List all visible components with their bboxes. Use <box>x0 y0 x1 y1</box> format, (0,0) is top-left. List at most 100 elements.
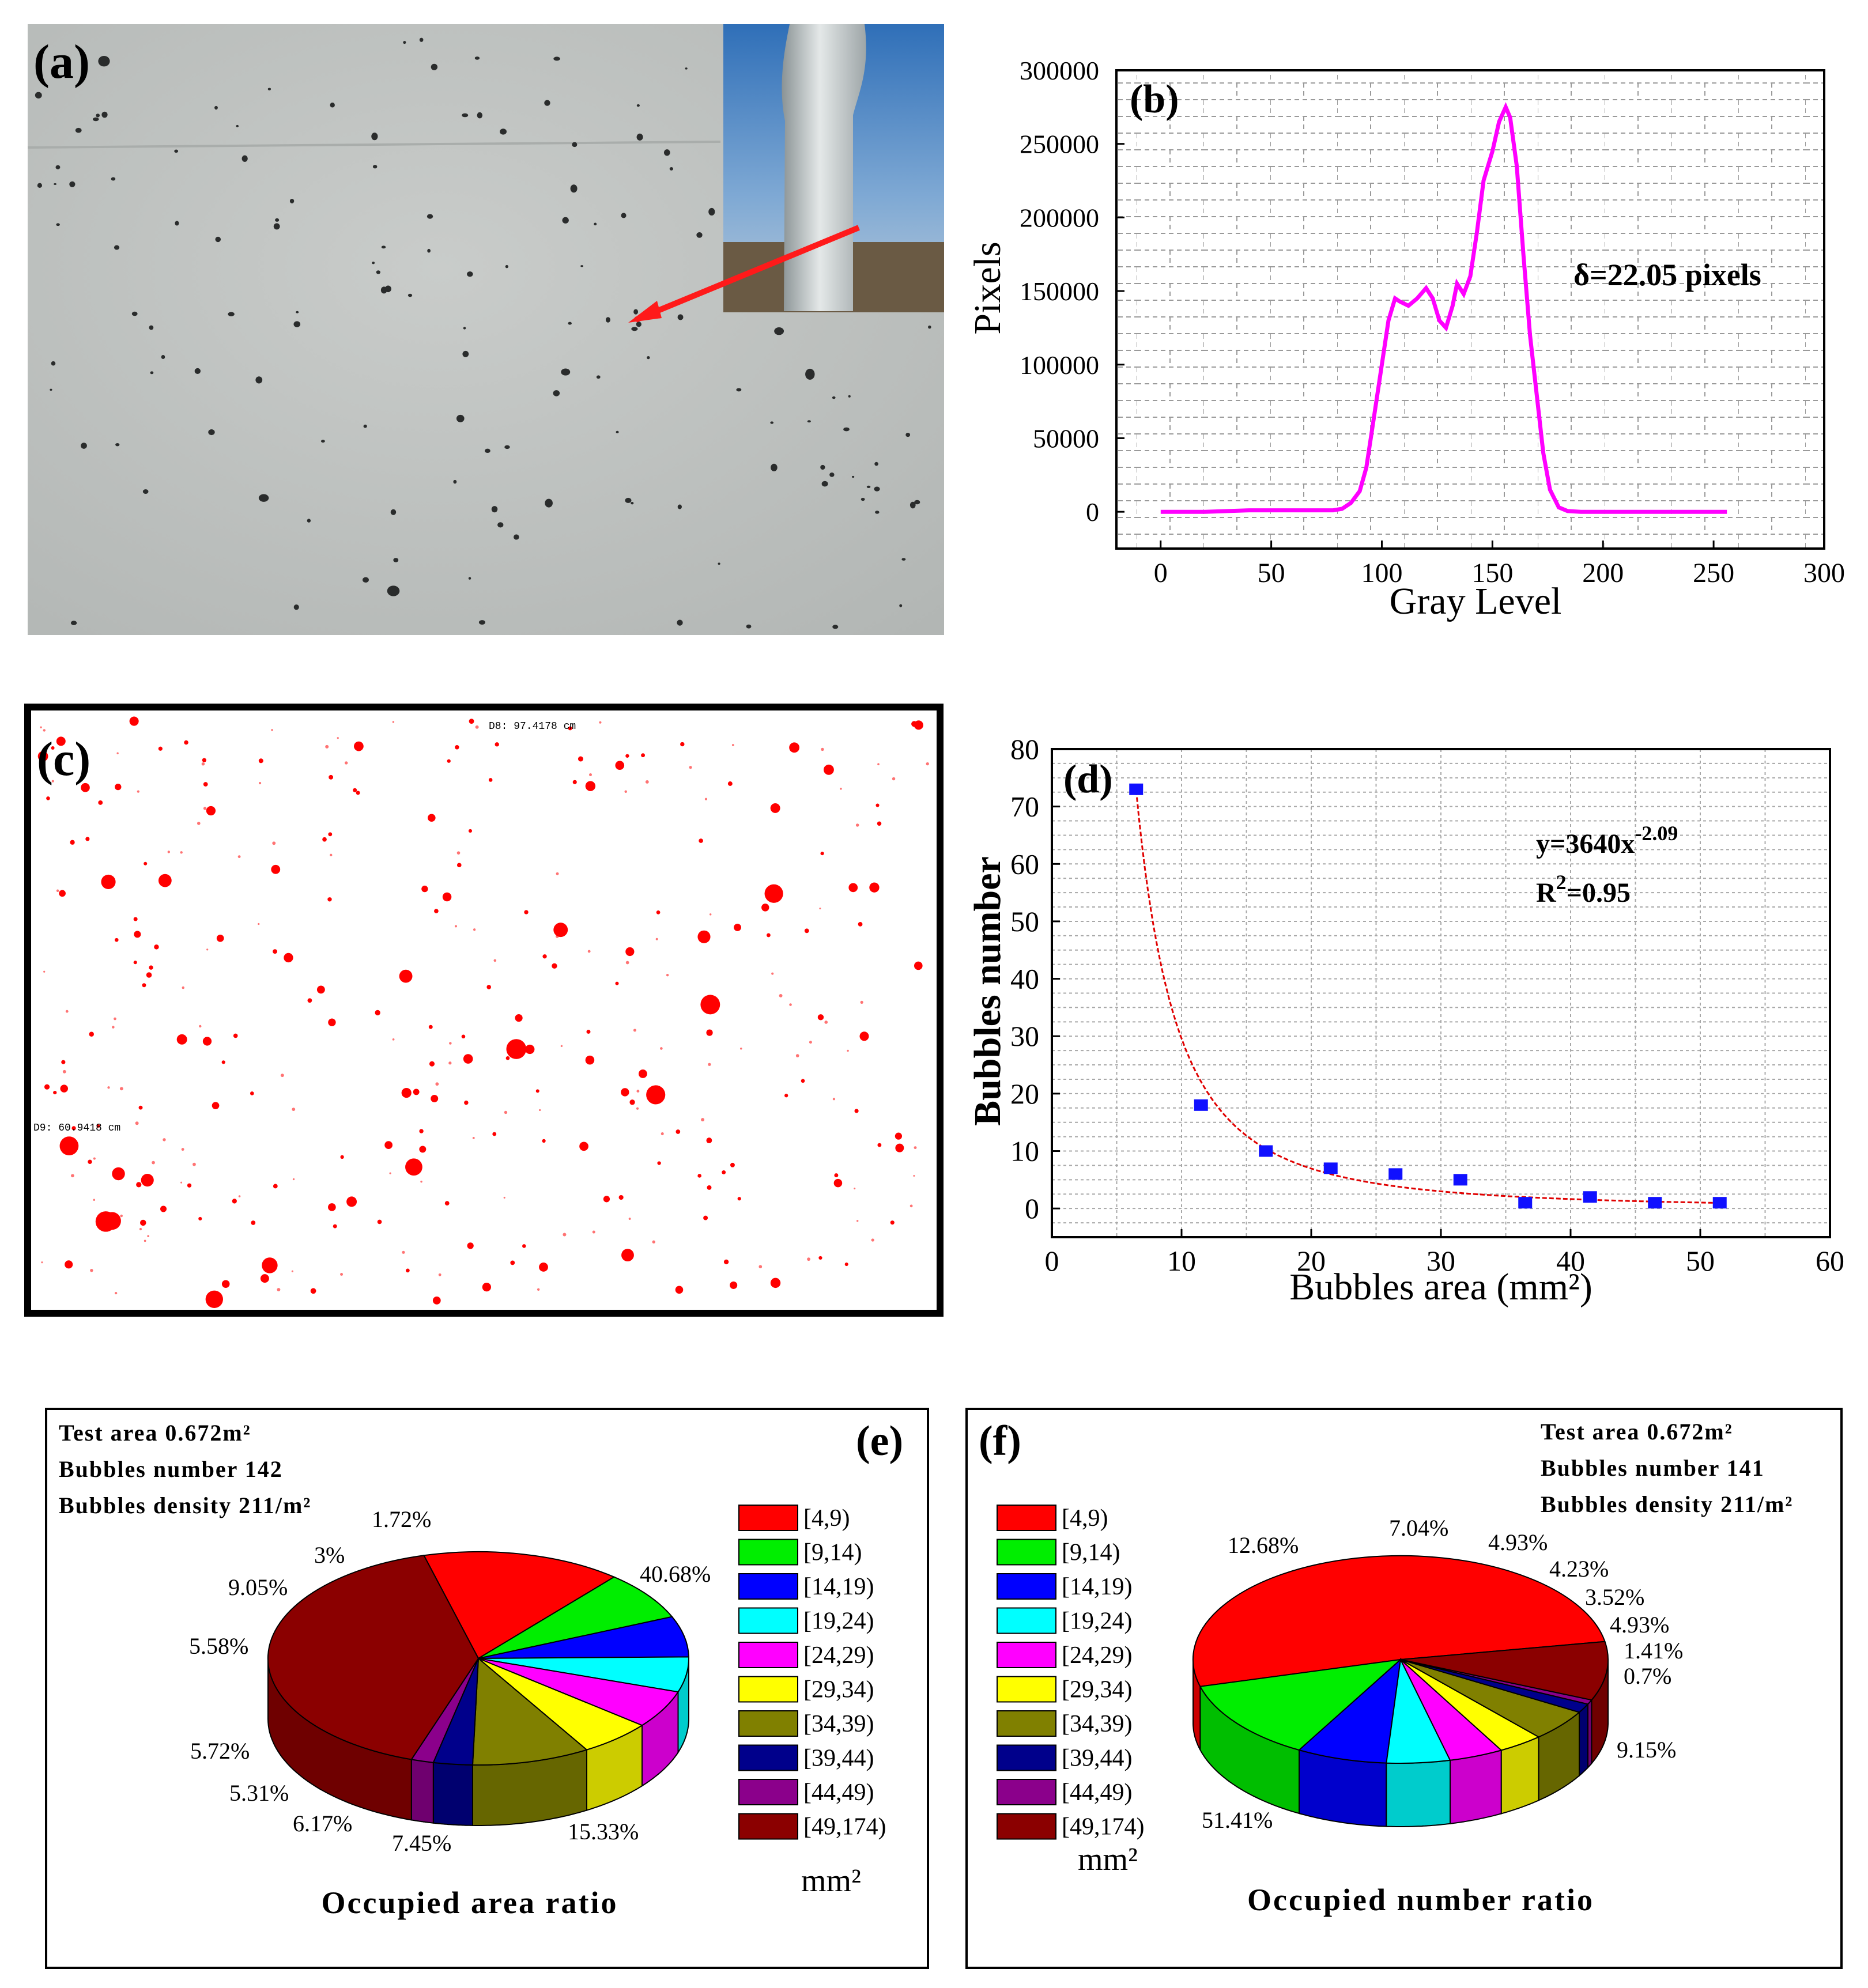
pore <box>419 37 424 42</box>
y-tick-label: 70 <box>1010 791 1039 823</box>
y-axis-label-d: Bubbles number <box>967 856 1009 1126</box>
y-tick-label: 100000 <box>1020 350 1099 380</box>
bubble <box>112 1167 125 1181</box>
bubble <box>448 1061 452 1065</box>
bubble <box>542 1139 546 1143</box>
x-tick-label: 300 <box>1803 558 1845 588</box>
bubble <box>833 1178 843 1188</box>
bubble <box>890 1220 895 1225</box>
pore <box>718 562 720 565</box>
bubble <box>638 1069 647 1078</box>
bubble <box>137 790 139 793</box>
legend-label: [39,44) <box>803 1745 874 1772</box>
bubble <box>871 1238 874 1242</box>
bubble <box>144 861 148 866</box>
bubble <box>59 890 66 897</box>
legend-swatch <box>997 1676 1056 1703</box>
pore <box>307 519 311 523</box>
power-fit-curve <box>1135 790 1720 1204</box>
pore <box>647 356 650 360</box>
panel-d: 0 10 20 30 40 50 60 0 10 20 30 40 50 60 70 80 (d) y=364… <box>967 733 1844 1308</box>
pie-slice <box>471 1657 588 1766</box>
bubble <box>701 1118 705 1122</box>
bubble <box>139 1227 142 1231</box>
bubble <box>875 803 880 807</box>
bubble <box>399 969 413 983</box>
legend-swatch <box>997 1813 1056 1840</box>
info-line: Bubbles number 141 <box>1541 1455 1765 1481</box>
bubble <box>456 851 461 855</box>
bubble <box>354 741 364 751</box>
bubble <box>435 1082 439 1086</box>
bubble <box>93 1199 96 1201</box>
pore <box>905 432 911 437</box>
bubble <box>801 1079 805 1083</box>
pore <box>403 40 406 44</box>
bubble <box>625 961 629 965</box>
bubble <box>704 798 708 800</box>
bubble <box>482 1283 492 1292</box>
bubble <box>327 897 332 902</box>
legend-label: [44,49) <box>803 1779 874 1806</box>
bubble <box>333 1224 337 1229</box>
bubble <box>212 1102 220 1110</box>
info-line: Test area 0.672m² <box>59 1420 251 1446</box>
legend-swatch <box>997 1710 1056 1737</box>
pore <box>928 325 931 329</box>
legend-label: [4,9) <box>1062 1505 1108 1532</box>
bubble <box>675 1286 684 1294</box>
pore <box>371 133 378 141</box>
bubble <box>603 1196 610 1203</box>
bubble <box>818 1256 822 1260</box>
bubble <box>141 1173 154 1187</box>
y-tick-label: 200000 <box>1020 203 1099 232</box>
info-line: Test area 0.672m² <box>1541 1419 1733 1445</box>
pore <box>55 165 61 169</box>
concrete-pores <box>35 37 931 629</box>
bubble <box>860 1000 863 1004</box>
bubble <box>337 737 339 739</box>
bubble <box>419 1146 427 1153</box>
pore <box>843 427 850 432</box>
data-point <box>1583 1191 1597 1203</box>
panel-label-f: (f) <box>979 1418 1021 1465</box>
bubble <box>737 1197 741 1201</box>
bubble <box>492 1132 497 1136</box>
legend-label: [39,44) <box>1062 1745 1132 1772</box>
bubble <box>697 1174 701 1178</box>
slice-value-label: 9.05% <box>228 1574 288 1600</box>
pore <box>677 619 683 626</box>
pore <box>50 388 52 391</box>
legend-label: [19,24) <box>1062 1608 1132 1635</box>
bubble <box>761 904 769 912</box>
pore <box>75 127 82 133</box>
bubble <box>421 885 428 893</box>
pore <box>746 624 752 629</box>
pore <box>456 414 465 422</box>
bubble <box>469 719 474 724</box>
legend-swatch <box>738 1744 798 1771</box>
bubble <box>914 961 923 970</box>
bubble <box>119 1087 123 1091</box>
data-points <box>1129 783 1727 1209</box>
y-axis-label-b: Pixels <box>967 241 1009 334</box>
pore <box>497 522 504 528</box>
x-axis-label-d: Bubbles area (mm²) <box>1289 1266 1592 1308</box>
bubble <box>70 840 75 845</box>
inset-pier <box>782 24 866 311</box>
bubble <box>493 959 497 962</box>
pie-side <box>1450 1749 1502 1824</box>
pore <box>427 248 431 253</box>
bubble <box>340 1155 344 1159</box>
bubble <box>51 780 54 783</box>
pore <box>376 270 381 274</box>
bubble <box>789 1003 792 1006</box>
bubble <box>646 1085 666 1105</box>
bubble <box>46 796 50 800</box>
pore <box>98 55 110 67</box>
fit-equation: y=3640x-2.09 <box>1536 822 1678 859</box>
data-point <box>1648 1197 1662 1209</box>
y-tick-label: 250000 <box>1020 130 1099 159</box>
legend-label: [19,24) <box>803 1608 874 1635</box>
